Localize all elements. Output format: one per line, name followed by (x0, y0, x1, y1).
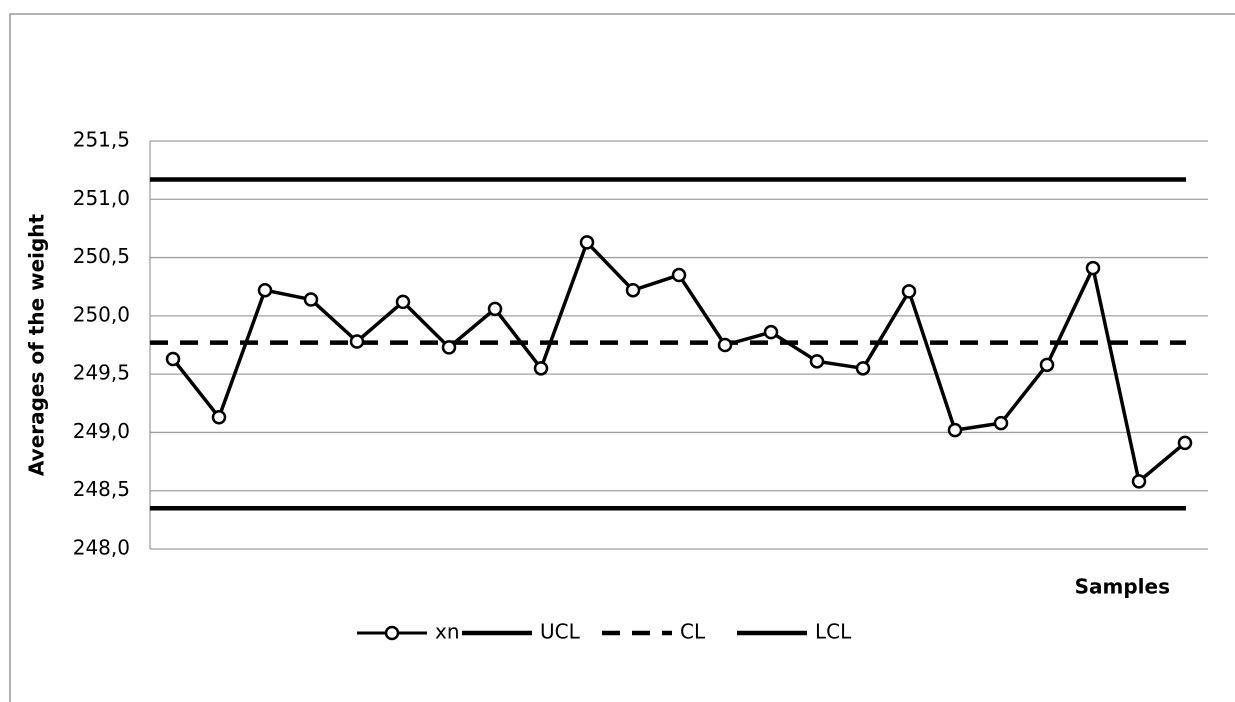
data-point (763, 324, 779, 340)
data-point (1039, 357, 1055, 373)
x-axis-title: Samples (1075, 575, 1170, 599)
y-tick-label: 249,0 (73, 419, 130, 443)
data-point (717, 337, 733, 353)
data-point (579, 235, 595, 250)
data-point (533, 361, 549, 376)
y-tick-label: 251,5 (73, 128, 130, 152)
y-tick-label: 251,0 (73, 186, 130, 210)
y-tick-label: 250,0 (73, 302, 130, 326)
data-point (671, 267, 687, 283)
y-tick-label: 248,5 (73, 477, 130, 501)
data-point (441, 340, 457, 355)
data-point (1131, 474, 1147, 489)
y-tick-label: 250,5 (73, 244, 130, 268)
data-point (487, 301, 503, 317)
data-point (855, 361, 871, 376)
data-point (993, 415, 1009, 431)
legend-label: xn (435, 620, 460, 644)
data-point (809, 354, 825, 369)
y-axis-title: Averages of the weight (25, 213, 49, 476)
data-point (947, 422, 963, 438)
data-point (257, 282, 273, 298)
data-point (395, 294, 411, 310)
legend-marker (384, 625, 400, 641)
y-tick-label: 249,5 (73, 361, 130, 385)
data-point (349, 334, 365, 349)
data-point (1085, 260, 1101, 276)
data-point (165, 351, 181, 367)
legend-label: LCL (815, 620, 852, 644)
data-point (1177, 435, 1193, 451)
data-point (211, 410, 227, 425)
chart-frame (9, 13, 1235, 702)
data-point (901, 284, 917, 299)
data-point (625, 282, 641, 298)
data-point (303, 292, 319, 307)
y-tick-label: 248,0 (73, 536, 130, 560)
legend-label: UCL (540, 620, 581, 644)
legend-label: CL (680, 620, 706, 644)
